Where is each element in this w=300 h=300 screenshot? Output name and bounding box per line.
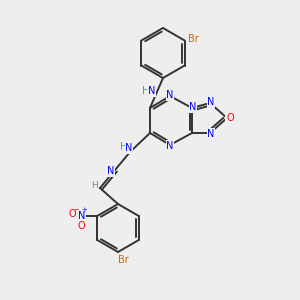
Text: H: H [91, 181, 98, 190]
Text: N: N [207, 97, 215, 107]
Text: H: H [142, 86, 149, 96]
Text: +: + [81, 207, 87, 213]
Text: N: N [77, 211, 85, 221]
Text: O: O [226, 113, 234, 123]
Text: N: N [125, 143, 133, 153]
Text: Br: Br [118, 255, 128, 265]
Text: O: O [77, 221, 85, 231]
Text: N: N [207, 129, 215, 139]
Text: N: N [189, 102, 197, 112]
Text: O: O [68, 209, 76, 219]
Text: N: N [166, 141, 174, 151]
Text: H: H [120, 142, 128, 152]
Text: Br: Br [188, 34, 199, 44]
Text: N: N [166, 90, 174, 100]
Text: N: N [148, 86, 155, 96]
Text: N: N [107, 166, 115, 176]
Text: −: − [73, 207, 79, 213]
